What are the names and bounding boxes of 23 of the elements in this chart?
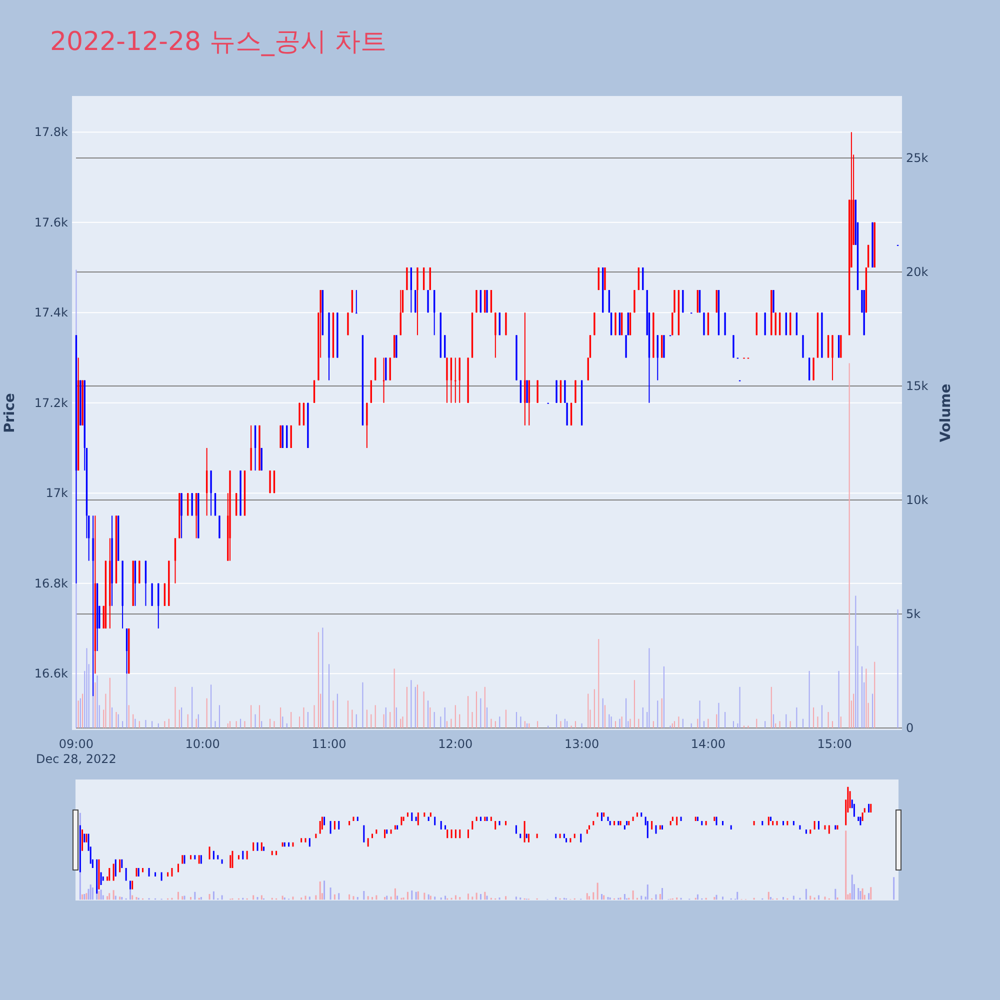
x-tick-label: 09:00 Dec 28, 2022	[36, 737, 116, 766]
y2-tick-label: 20k	[906, 264, 928, 279]
y2-tick-label: 25k	[906, 151, 928, 166]
y2-axis-title: Volume	[938, 384, 954, 442]
x-tick-label: 15:00	[817, 737, 852, 751]
y-tick-label: 16.8k	[34, 576, 68, 590]
y-tick-label: 17k	[46, 486, 68, 500]
x-tick-label: 13:00	[564, 737, 600, 751]
y-tick-label: 17.6k	[34, 215, 68, 230]
y-axis-title: Price	[2, 393, 18, 433]
y2-tick-label: 0	[906, 720, 914, 735]
y2-tick-label: 10k	[906, 492, 928, 507]
y2-tick-label: 15k	[906, 378, 928, 393]
chart-title: 2022-12-28 뉴스_공시 차트	[50, 27, 387, 57]
y2-tick-label: 5k	[906, 606, 921, 621]
y-tick-label: 17.2k	[34, 396, 68, 410]
y-tick-label: 17.8k	[34, 125, 68, 140]
x-tick-label: 11:00	[312, 737, 346, 751]
y-tick-label: 16.6k	[34, 666, 68, 681]
x-tick-label: 14:00	[690, 737, 726, 751]
x-tick-label: 10:00	[185, 737, 220, 751]
x-tick-label: 12:00	[438, 737, 473, 751]
y-tick-label: 17.4k	[34, 306, 68, 320]
